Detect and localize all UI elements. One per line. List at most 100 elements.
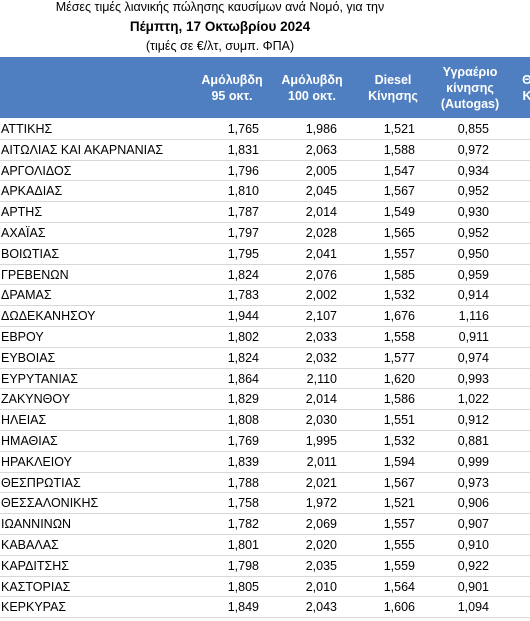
price-cell: 1,577 [383, 350, 415, 365]
table-row: ΑΡΤΗΣ 1,787 2,014 1,549 0,930 [0, 202, 530, 223]
table-row: ΗΛΕΙΑΣ 1,808 2,030 1,551 0,912 [0, 410, 530, 431]
price-cell: 1,787 [227, 205, 259, 220]
prefecture-name: ΕΥΒΟΙΑΣ [1, 350, 56, 365]
price-cell: 2,076 [305, 267, 337, 282]
price-cell: 0,911 [458, 330, 489, 344]
prefecture-name: ΗΡΑΚΛΕΙΟΥ [1, 454, 72, 469]
price-cell: 1,094 [457, 600, 489, 615]
price-cell: 1,567 [383, 475, 415, 490]
price-cell: 2,107 [305, 309, 337, 324]
column-header: Diesel Κίνησης [353, 57, 433, 118]
table-row: ΔΡΑΜΑΣ 1,783 2,002 1,532 0,914 [0, 285, 530, 307]
price-cell: 1,551 [383, 413, 415, 428]
price-cell: 1,620 [383, 371, 415, 386]
price-cell: 0,881 [457, 434, 489, 448]
subtitle: (τιμές σε €/λτ, συμπ. ΦΠΑ) [145, 39, 295, 53]
table-row: ΑΧΑΪΑΣ 1,797 2,028 1,565 0,952 [0, 223, 530, 244]
price-cell: 1,557 [383, 517, 415, 532]
price-cell: 2,069 [305, 517, 337, 532]
prefecture-name: ΘΕΣΣΑΛΟΝΙΚΗΣ [1, 496, 99, 511]
price-cell: 1,808 [227, 413, 259, 428]
table-row: ΑΡΚΑΔΙΑΣ 1,810 2,045 1,567 0,952 [0, 181, 530, 203]
price-cell: 0,993 [457, 371, 489, 386]
price-cell: 1,864 [227, 371, 259, 386]
price-cell: 0,974 [457, 350, 489, 365]
price-cell: 2,110 [306, 371, 337, 386]
prefecture-name: ΚΑΒΑΛΑΣ [1, 538, 59, 552]
prefecture-name: ΖΑΚΥΝΘΟΥ [1, 392, 71, 407]
price-cell: 1,521 [383, 496, 415, 511]
title-date: Πέμπτη, 17 Οκτωβρίου 2024 [129, 19, 311, 34]
price-cell: 1,796 [227, 163, 259, 178]
prefecture-name: ΘΕΣΠΡΩΤΙΑΣ [1, 475, 81, 490]
price-cell: 2,011 [306, 454, 337, 469]
table-row: ΕΒΡΟΥ 1,802 2,033 1,558 0,911 [0, 327, 530, 348]
prefecture-name: ΗΛΕΙΑΣ [1, 413, 47, 428]
table-row: ΔΩΔΕΚΑΝΗΣΟΥ 1,944 2,107 1,676 1,116 [0, 306, 530, 327]
prefecture-name: ΑΙΤΩΛΙΑΣ ΚΑΙ ΑΚΑΡΝΑΝΙΑΣ [1, 142, 164, 157]
price-cell: 2,005 [305, 163, 337, 178]
prefecture-name: ΑΡΓΟΛΙΔΟΣ [1, 163, 72, 178]
price-cell: 0,950 [457, 246, 489, 261]
price-cell: 1,676 [383, 309, 415, 324]
header-line: Αμόλυβδη [281, 72, 343, 87]
price-cell: 1,805 [227, 579, 259, 594]
prefecture-name: ΚΑΣΤΟΡΙΑΣ [1, 579, 71, 594]
table-row: ΗΜΑΘΙΑΣ 1,769 1,995 1,532 0,881 [0, 431, 530, 452]
price-cell: 1,849 [227, 600, 259, 615]
prefecture-name: ΑΧΑΪΑΣ [1, 226, 46, 240]
price-cell: 2,063 [305, 142, 337, 157]
price-cell: 2,043 [305, 600, 337, 615]
table-row: ΚΕΡΚΥΡΑΣ 1,849 2,043 1,606 1,094 [0, 597, 530, 619]
price-cell: 1,022 [457, 392, 489, 407]
price-cell: 1,995 [305, 434, 337, 448]
price-cell: 1,944 [227, 309, 259, 324]
table-row: ΘΕΣΠΡΩΤΙΑΣ 1,788 2,021 1,567 0,973 [0, 473, 530, 494]
price-cell: 1,594 [383, 454, 415, 469]
price-cell: 1,810 [227, 184, 259, 199]
price-cell: 1,532 [383, 288, 415, 303]
header-line: Κίνησης [368, 88, 418, 103]
price-cell: 2,041 [305, 246, 337, 261]
price-cell: 0,934 [457, 163, 489, 178]
price-cell: 1,986 [305, 122, 337, 136]
price-cell: 1,555 [383, 538, 415, 552]
price-cell: 1,801 [227, 538, 259, 552]
price-cell: 0,906 [457, 496, 489, 511]
price-cell: 0,907 [457, 517, 489, 532]
prefecture-name: ΑΤΤΙΚΗΣ [1, 122, 53, 136]
price-cell: 0,914 [457, 288, 489, 303]
price-cell: 0,999 [457, 454, 489, 469]
prefecture-name: ΕΒΡΟΥ [1, 330, 44, 344]
price-cell: 2,033 [305, 330, 337, 344]
price-cell: 1,559 [383, 558, 415, 573]
header-line: 95 οκτ. [211, 88, 253, 103]
price-cell: 0,930 [457, 205, 489, 220]
price-cell: 1,824 [227, 350, 259, 365]
table-row: ΙΩΑΝΝΙΝΩΝ 1,782 2,069 1,557 0,907 [0, 514, 530, 535]
price-cell: 0,912 [457, 413, 489, 428]
price-cell: 1,782 [227, 517, 259, 532]
table-row: ΚΑΡΔΙΤΣΗΣ 1,798 2,035 1,559 0,922 [0, 556, 530, 577]
price-cell: 2,045 [305, 184, 337, 199]
price-cell: 1,547 [383, 163, 415, 178]
prefecture-name: ΙΩΑΝΝΙΝΩΝ [1, 517, 72, 532]
table-row: ΚΑΣΤΟΡΙΑΣ 1,805 2,010 1,564 0,901 [0, 577, 530, 598]
column-header: Αμόλυβδη 95 οκτ. [192, 57, 272, 118]
header-line: Κ [522, 88, 530, 103]
header-line: κίνησης [446, 80, 494, 95]
table-row: ΓΡΕΒΕΝΩΝ 1,824 2,076 1,585 0,959 [0, 265, 530, 286]
price-cell: 0,855 [457, 122, 489, 136]
price-cell: 0,959 [457, 267, 489, 282]
price-cell: 1,824 [227, 267, 259, 282]
prefecture-name: ΗΜΑΘΙΑΣ [1, 434, 58, 448]
price-cell: 2,021 [305, 475, 337, 490]
price-cell: 2,014 [305, 205, 337, 220]
header-line: Αμόλυβδη [201, 72, 263, 87]
price-cell: 0,952 [457, 184, 489, 199]
prefecture-name: ΑΡΚΑΔΙΑΣ [1, 184, 63, 199]
table-row: ΕΥΡΥΤΑΝΙΑΣ 1,864 2,110 1,620 0,993 [0, 369, 530, 390]
table-row: ΚΑΒΑΛΑΣ 1,801 2,020 1,555 0,910 [0, 535, 530, 556]
